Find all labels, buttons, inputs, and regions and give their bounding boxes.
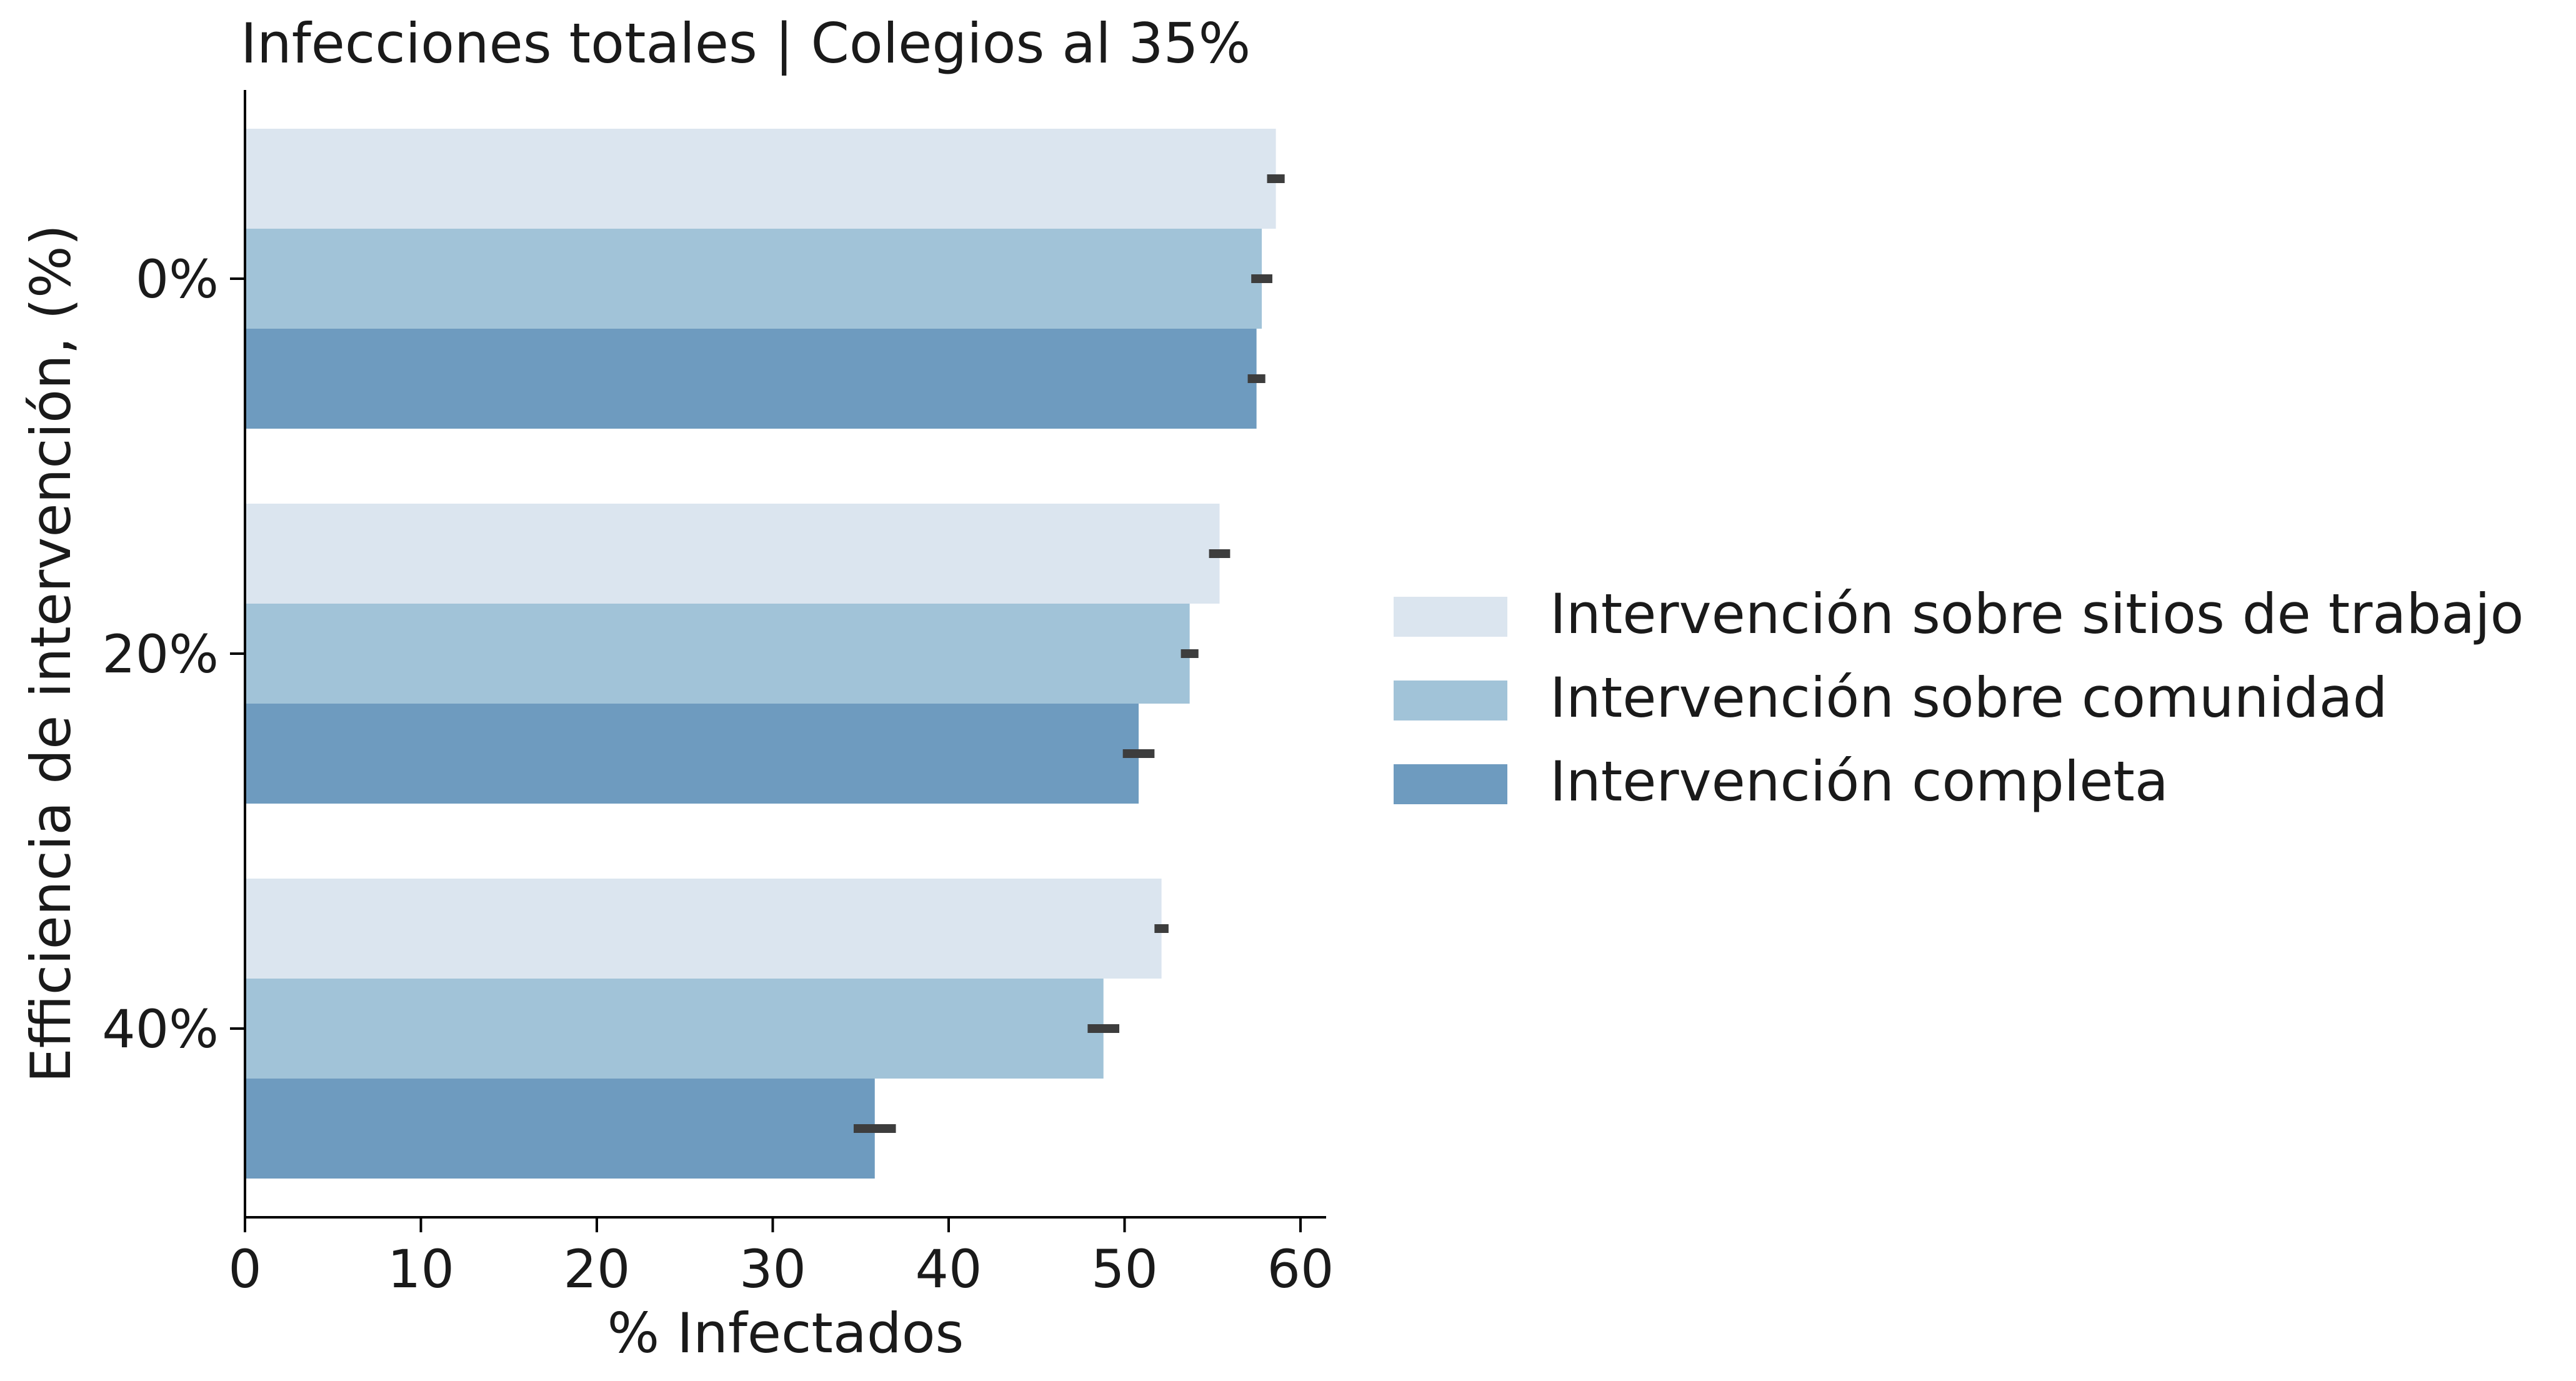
chart-title: Infecciones totales | Colegios al 35%	[241, 11, 1251, 76]
x-tick-label-3: 30	[739, 1239, 806, 1300]
y-axis-label: Efficiencia de intervención, (%)	[19, 224, 83, 1083]
bar-0-0	[245, 129, 1276, 229]
x-ticks: 0 10 20 30 40 50 60	[228, 1217, 1334, 1300]
y-tick-label-0: 0%	[136, 249, 219, 310]
bar-1-0	[245, 229, 1262, 329]
bar-1-1	[245, 604, 1190, 704]
x-tick-label-6: 60	[1267, 1239, 1334, 1300]
x-tick-label-0: 0	[228, 1239, 261, 1300]
legend: Intervención sobre sitios de trabajo Inte…	[1394, 582, 2524, 814]
error-bars-layer	[853, 174, 1285, 1133]
legend-label-1: Intervención sobre comunidad	[1550, 666, 2387, 730]
legend-swatch-2	[1394, 764, 1507, 804]
x-tick-label-5: 50	[1091, 1239, 1158, 1300]
x-axis-label: % Infectados	[607, 1301, 964, 1365]
legend-label-2: Intervención completa	[1550, 749, 2169, 814]
legend-label-0: Intervención sobre sitios de trabajo	[1550, 582, 2524, 646]
bar-2-1	[245, 704, 1139, 804]
bar-0-2	[245, 879, 1162, 979]
x-tick-label-4: 40	[916, 1239, 982, 1300]
y-tick-label-1: 20%	[102, 624, 219, 685]
legend-swatch-1	[1394, 681, 1507, 720]
bars-layer	[245, 129, 1276, 1179]
bar-0-1	[245, 504, 1220, 604]
y-ticks: 0% 20% 40%	[102, 249, 245, 1060]
bar-2-2	[245, 1079, 875, 1179]
y-tick-label-2: 40%	[102, 999, 219, 1060]
x-tick-label-2: 20	[564, 1239, 631, 1300]
bar-1-2	[245, 979, 1104, 1079]
legend-swatch-0	[1394, 597, 1507, 637]
x-tick-label-1: 10	[387, 1239, 454, 1300]
bar-2-0	[245, 329, 1257, 429]
